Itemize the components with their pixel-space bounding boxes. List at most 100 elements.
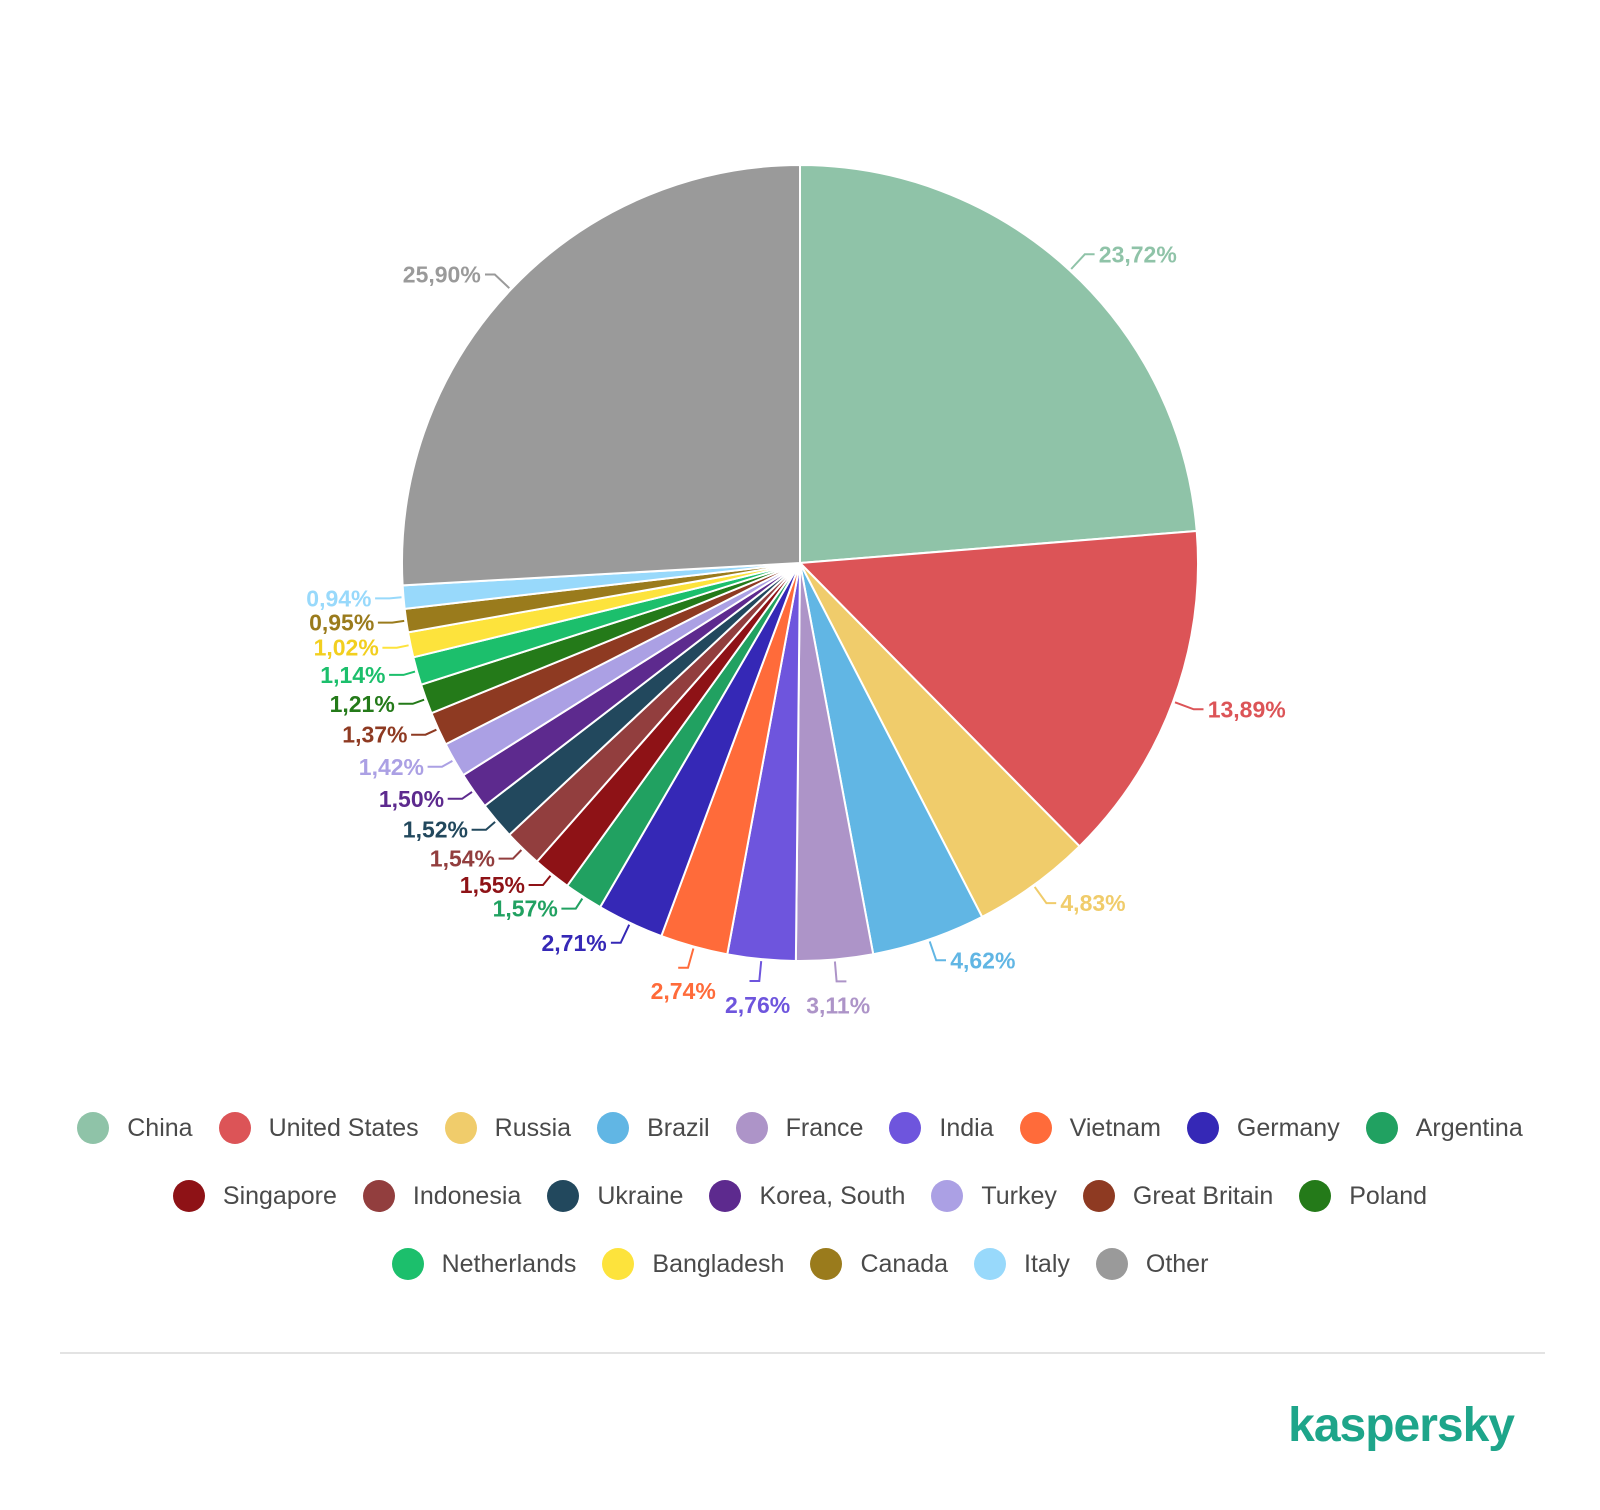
legend-label: India (939, 1113, 994, 1142)
legend-label: Poland (1349, 1181, 1428, 1210)
data-label-france: 3,11% (806, 992, 870, 1018)
leader-brazil (928, 941, 946, 962)
legend-label: Netherlands (441, 1249, 577, 1278)
legend-swatch (1299, 1180, 1332, 1212)
legend-swatch (709, 1180, 742, 1212)
legend-swatch (974, 1248, 1007, 1280)
legend-label: Indonesia (412, 1181, 522, 1210)
legend-label: China (127, 1113, 193, 1142)
legend-item-united-states: United States (218, 1112, 419, 1144)
legend-label: Germany (1236, 1113, 1340, 1142)
legend-label: France (785, 1113, 864, 1142)
data-label-netherlands: 1,14% (320, 662, 385, 688)
legend-label: Brazil (647, 1113, 710, 1142)
leader-netherlands (389, 670, 416, 676)
legend-swatch (810, 1248, 843, 1280)
legend-label: Argentina (1415, 1113, 1523, 1142)
legend-label: Great Britain (1132, 1181, 1274, 1210)
leader-india (749, 961, 763, 982)
legend-label: Ukraine (597, 1181, 684, 1210)
data-label-canada: 0,95% (309, 610, 374, 636)
legend-swatch (547, 1180, 580, 1212)
legend-item-bangladesh: Bangladesh (602, 1248, 784, 1280)
legend-item-china: China (77, 1112, 193, 1144)
brand-logo: kaspersky (1288, 1399, 1515, 1452)
data-label-turkey: 1,42% (359, 754, 424, 780)
data-label-singapore: 1,55% (460, 872, 525, 898)
legend-swatch (1082, 1180, 1115, 1212)
divider (60, 1352, 1545, 1354)
data-label-other: 25,90% (403, 262, 481, 288)
data-label-india: 2,76% (725, 992, 790, 1018)
legend-item-italy: Italy (974, 1248, 1070, 1280)
data-label-poland: 1,21% (330, 691, 395, 717)
leader-china (1070, 253, 1095, 270)
legend-swatch (172, 1180, 205, 1212)
legend-label: Other (1145, 1249, 1209, 1278)
legend-swatch (444, 1112, 477, 1144)
leader-turkey (427, 760, 453, 768)
legend-item-russia: Russia (444, 1112, 571, 1144)
data-label-russia: 4,83% (1060, 890, 1125, 916)
data-label-great-britain: 1,37% (342, 722, 407, 748)
legend-item-poland: Poland (1299, 1180, 1427, 1212)
slice-labels: 23,72% 13,89% 4,83% 4,62% 3,11% 2,76% 2,74% 2,7… (306, 241, 1285, 1018)
legend-swatch (1019, 1112, 1052, 1144)
data-label-united-states: 13,89% (1208, 696, 1286, 722)
legend-item-korea-south: Korea, South (709, 1180, 905, 1212)
legend-item-canada: Canada (810, 1248, 948, 1280)
legend-item-brazil: Brazil (597, 1112, 710, 1144)
legend-label: Singapore (222, 1181, 337, 1210)
legend-item-argentina: Argentina (1365, 1112, 1523, 1144)
legend-swatch (77, 1112, 110, 1144)
data-label-bangladesh: 1,02% (314, 635, 379, 661)
legend-item-germany: Germany (1186, 1112, 1340, 1144)
legend-row: Netherlands Bangladesh Canada Italy Other (0, 1248, 1600, 1280)
leader-other (485, 273, 510, 289)
legend-item-other: Other (1095, 1248, 1209, 1280)
leader-vietnam (678, 948, 695, 969)
data-label-vietnam: 2,74% (651, 978, 716, 1004)
legend-row: Singapore Indonesia Ukraine Korea, South Tur… (0, 1180, 1600, 1212)
legend-swatch (931, 1180, 964, 1212)
leader-united-states (1174, 701, 1204, 711)
legend-item-france: France (735, 1112, 864, 1144)
slice-china (799, 163, 1198, 565)
legend-item-ukraine: Ukraine (547, 1180, 683, 1212)
leader-italy (375, 596, 402, 600)
legend-swatch (391, 1248, 424, 1280)
label-leader-lines (375, 253, 1204, 983)
legend-label: Korea, South (759, 1181, 906, 1210)
legend-item-netherlands: Netherlands (391, 1248, 577, 1280)
legend-label: Bangladesh (652, 1249, 785, 1278)
legend-label: United States (268, 1113, 419, 1142)
leader-ukraine (471, 821, 496, 831)
legend-item-india: India (889, 1112, 994, 1144)
leader-indonesia (498, 849, 523, 860)
data-label-indonesia: 1,54% (430, 846, 495, 872)
legend-item-vietnam: Vietnam (1019, 1112, 1161, 1144)
legend-label: Turkey (981, 1181, 1057, 1210)
data-label-brazil: 4,62% (950, 947, 1015, 973)
legend-swatch (1095, 1248, 1128, 1280)
leader-germany (610, 924, 631, 944)
legend-label: Italy (1024, 1249, 1070, 1278)
leader-poland (398, 698, 425, 705)
legend-label: Vietnam (1069, 1113, 1161, 1142)
data-label-germany: 2,71% (541, 930, 606, 956)
leader-canada (377, 619, 405, 624)
slice-united-states (797, 529, 1199, 848)
leader-bangladesh (382, 644, 409, 649)
legend-item-singapore: Singapore (172, 1180, 337, 1212)
data-label-korea-south: 1,50% (379, 786, 444, 812)
data-label-italy: 0,94% (306, 585, 371, 611)
legend-swatch (597, 1112, 630, 1144)
legend-label: Canada (860, 1249, 949, 1278)
leader-france (833, 961, 847, 983)
leader-korea-south (447, 791, 473, 800)
leader-russia (1033, 886, 1057, 905)
slice-other (401, 163, 801, 587)
legend-swatch (735, 1112, 768, 1144)
data-label-argentina: 1,57% (493, 896, 558, 922)
legend-swatch (1365, 1112, 1398, 1144)
